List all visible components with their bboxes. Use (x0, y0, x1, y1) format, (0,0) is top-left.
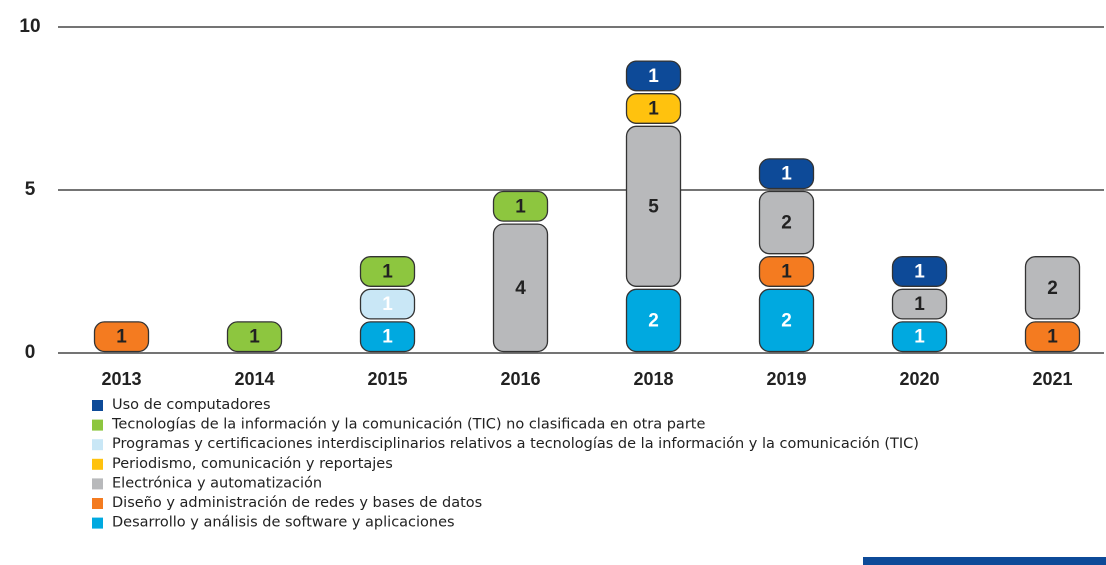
x-tick-label: 2020 (899, 369, 939, 389)
legend-swatch (92, 498, 103, 509)
bar-segment (625, 288, 682, 353)
x-tick-label: 2014 (234, 369, 274, 389)
x-tick-label: 2019 (766, 369, 806, 389)
legend-label: Desarrollo y análisis de software y apli… (112, 515, 455, 531)
bar-segment (758, 288, 815, 353)
legend-label: Programas y certificaciones interdiscipl… (112, 436, 919, 452)
legend-swatch (92, 517, 103, 529)
legend-swatch (92, 419, 103, 431)
data-label: 2 (781, 310, 792, 331)
bar-segment (359, 321, 416, 353)
legend-swatch (92, 458, 103, 470)
data-label: 4 (515, 278, 526, 299)
y-tick-label: 0 (25, 342, 36, 363)
bar-segment (226, 321, 283, 353)
bar-segment (891, 288, 948, 320)
legend-label: Uso de computadores (112, 397, 271, 413)
bar-segment (625, 93, 682, 124)
legend-label: Periodismo, comunicación y reportajes (112, 456, 393, 472)
bar-segment (492, 190, 549, 222)
data-label: 1 (648, 99, 659, 120)
data-label: 1 (382, 262, 393, 283)
x-tick-label: 2015 (367, 369, 407, 389)
legend-label: Tecnologías de la información y la comun… (111, 417, 705, 433)
footer-bar (863, 557, 1106, 565)
x-tick-label: 2013 (101, 369, 141, 389)
bar-segment (891, 256, 948, 287)
data-label: 1 (1047, 327, 1058, 348)
data-label: 1 (382, 327, 393, 348)
data-label: 1 (249, 327, 260, 348)
data-label: 1 (914, 294, 925, 315)
y-tick-label: 10 (19, 16, 40, 37)
bar-segment (758, 158, 815, 190)
bar-segment (93, 321, 150, 353)
y-tick-label: 5 (25, 179, 36, 200)
bar-segment (1024, 256, 1081, 320)
data-label: 2 (781, 213, 792, 234)
bar-segment (359, 256, 416, 287)
legend-swatch (92, 439, 103, 451)
data-label: 1 (914, 262, 925, 283)
legend-label: Diseño y administración de redes y bases… (112, 495, 482, 511)
bar-segment (492, 223, 549, 353)
data-label: 2 (648, 310, 659, 331)
x-tick-label: 2018 (633, 369, 673, 389)
legend-swatch (92, 400, 103, 411)
bar-segment (758, 256, 815, 287)
data-label: 2 (1047, 278, 1058, 299)
data-label: 1 (781, 262, 792, 283)
bar-segment (625, 125, 682, 287)
data-label: 1 (116, 327, 127, 348)
legend-label: Electrónica y automatización (112, 475, 322, 491)
bar-segment (758, 190, 815, 255)
x-tick-label: 2021 (1032, 369, 1072, 389)
bar-segment (625, 60, 682, 92)
data-label: 1 (648, 66, 659, 87)
bar-segment (1024, 321, 1081, 353)
bar-segment (891, 321, 948, 353)
data-label: 1 (914, 327, 925, 348)
data-label: 1 (515, 196, 526, 217)
data-label: 1 (781, 164, 792, 185)
legend-swatch (92, 478, 103, 490)
x-tick-label: 2016 (500, 369, 540, 389)
data-label: 5 (648, 196, 659, 217)
data-label: 1 (382, 294, 393, 315)
bar-segment (359, 288, 416, 320)
